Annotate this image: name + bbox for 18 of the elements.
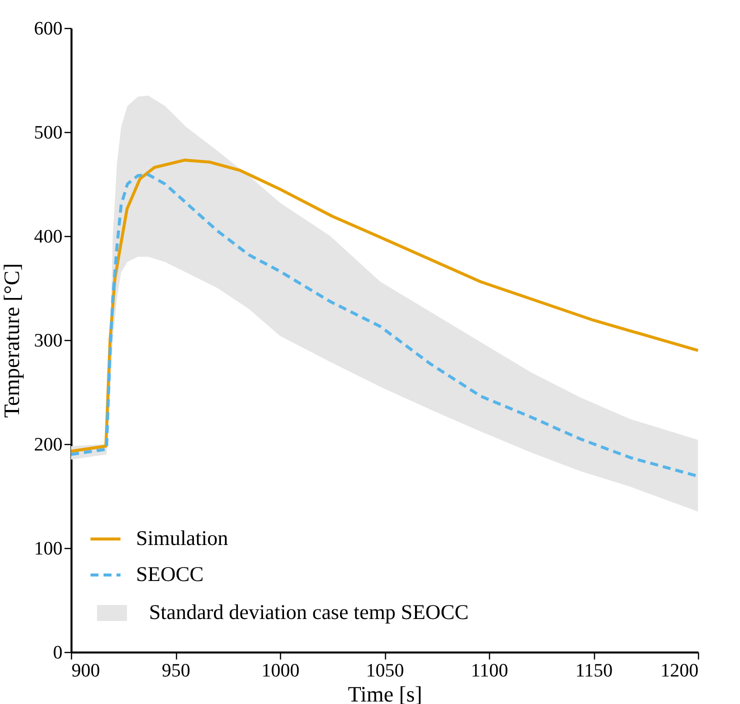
x-tick-label: 1000 bbox=[262, 660, 300, 682]
legend-label: SEOCC bbox=[136, 562, 204, 586]
y-tick-label: 600 bbox=[34, 18, 62, 40]
x-tick-label: 1200 bbox=[660, 660, 698, 682]
x-tick-label: 900 bbox=[72, 660, 100, 682]
y-tick-label: 0 bbox=[53, 642, 62, 664]
y-tick-label: 400 bbox=[34, 226, 62, 248]
y-tick-label: 300 bbox=[34, 330, 62, 352]
y-axis-title: Temperature [°C] bbox=[0, 263, 24, 418]
y-tick-label: 100 bbox=[34, 538, 62, 560]
legend-label: Simulation bbox=[136, 526, 229, 550]
x-tick-label: 1050 bbox=[366, 660, 404, 682]
annotation: Standard deviation case temp SEOCC bbox=[149, 600, 469, 624]
x-tick-label: 1100 bbox=[470, 660, 508, 682]
x-tick-label: 1150 bbox=[575, 660, 613, 682]
x-tick-label: 950 bbox=[162, 660, 190, 682]
y-tick-label: 500 bbox=[34, 122, 62, 144]
y-tick-label: 200 bbox=[34, 434, 62, 456]
